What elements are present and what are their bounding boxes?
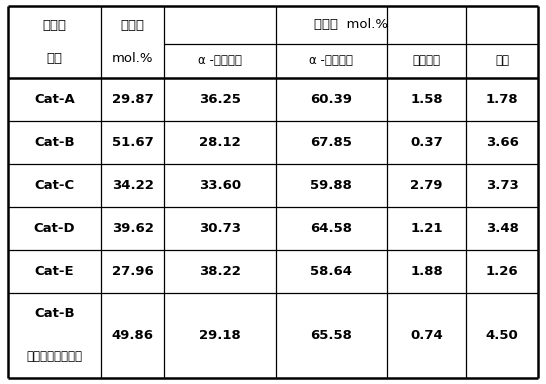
Text: 51.67: 51.67 bbox=[112, 136, 153, 149]
Text: Cat-B: Cat-B bbox=[34, 308, 75, 321]
Text: 3.73: 3.73 bbox=[486, 179, 519, 192]
Text: 1.78: 1.78 bbox=[486, 93, 518, 106]
Text: 其他: 其他 bbox=[495, 55, 509, 68]
Text: 转化率: 转化率 bbox=[121, 19, 145, 32]
Text: 27.96: 27.96 bbox=[112, 265, 153, 278]
Text: 4.50: 4.50 bbox=[486, 329, 519, 342]
Text: 29.87: 29.87 bbox=[112, 93, 153, 106]
Text: 过氧化物: 过氧化物 bbox=[413, 55, 441, 68]
Text: 0.74: 0.74 bbox=[410, 329, 443, 342]
Text: 选择性  mol.%: 选择性 mol.% bbox=[314, 18, 388, 31]
Text: （循环反应４次）: （循环反应４次） bbox=[27, 350, 82, 363]
Text: 60.39: 60.39 bbox=[310, 93, 352, 106]
Text: Cat-C: Cat-C bbox=[34, 179, 75, 192]
Text: 30.73: 30.73 bbox=[199, 222, 241, 235]
Text: 29.18: 29.18 bbox=[199, 329, 241, 342]
Text: 28.12: 28.12 bbox=[199, 136, 241, 149]
Text: 38.22: 38.22 bbox=[199, 265, 241, 278]
Text: Cat-D: Cat-D bbox=[34, 222, 75, 235]
Text: 65.58: 65.58 bbox=[310, 329, 352, 342]
Text: Cat-B: Cat-B bbox=[34, 136, 75, 149]
Text: mol.%: mol.% bbox=[112, 52, 153, 65]
Text: Cat-A: Cat-A bbox=[34, 93, 75, 106]
Text: 1.21: 1.21 bbox=[411, 222, 443, 235]
Text: 34.22: 34.22 bbox=[112, 179, 153, 192]
Text: 36.25: 36.25 bbox=[199, 93, 241, 106]
Text: 0.37: 0.37 bbox=[410, 136, 443, 149]
Text: 3.66: 3.66 bbox=[485, 136, 519, 149]
Text: 58.64: 58.64 bbox=[310, 265, 352, 278]
Text: 59.88: 59.88 bbox=[310, 179, 352, 192]
Text: 33.60: 33.60 bbox=[199, 179, 241, 192]
Text: 1.58: 1.58 bbox=[410, 93, 443, 106]
Text: 2.79: 2.79 bbox=[411, 179, 443, 192]
Text: 3.48: 3.48 bbox=[485, 222, 519, 235]
Text: α -四氢萘酮: α -四氢萘酮 bbox=[310, 55, 353, 68]
Text: 1.88: 1.88 bbox=[410, 265, 443, 278]
Text: 39.62: 39.62 bbox=[112, 222, 153, 235]
Text: α -四氢萘醇: α -四氢萘醇 bbox=[198, 55, 242, 68]
Text: Cat-E: Cat-E bbox=[35, 265, 74, 278]
Text: 67.85: 67.85 bbox=[310, 136, 352, 149]
Text: 49.86: 49.86 bbox=[111, 329, 153, 342]
Text: 1.26: 1.26 bbox=[486, 265, 518, 278]
Text: 代号: 代号 bbox=[46, 52, 63, 65]
Text: 催化剂: 催化剂 bbox=[43, 19, 67, 32]
Text: 64.58: 64.58 bbox=[310, 222, 352, 235]
